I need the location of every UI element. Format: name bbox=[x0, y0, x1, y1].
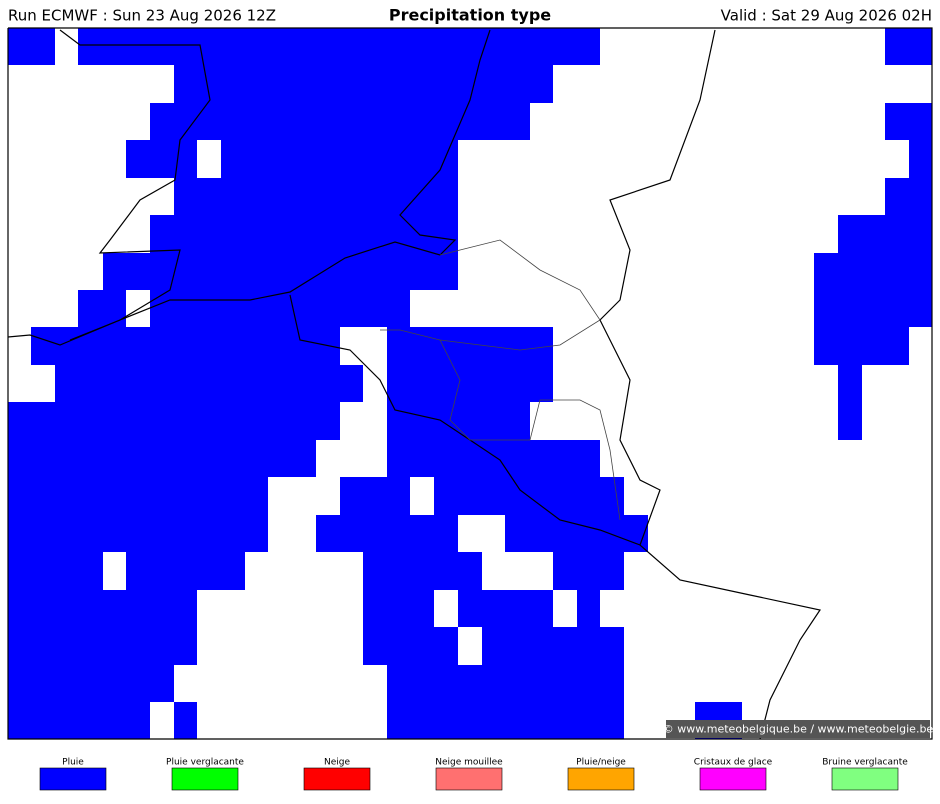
map: © www.meteobelgique.be / www.meteobelgie… bbox=[7, 27, 934, 740]
precipitation-cells bbox=[8, 28, 932, 739]
legend-label: Pluie bbox=[62, 758, 84, 768]
legend-label: Cristaux de glace bbox=[694, 758, 773, 768]
uk-coast bbox=[59, 29, 211, 341]
credit: © www.meteobelgique.be / www.meteobelgie… bbox=[663, 723, 934, 736]
legend-swatch bbox=[699, 767, 767, 791]
run-label: Run ECMWF : Sun 23 Aug 2026 12Z bbox=[8, 7, 276, 25]
legend-swatch bbox=[567, 767, 635, 791]
legend-label: Neige mouillee bbox=[435, 758, 503, 768]
legend-label: Bruine verglacante bbox=[822, 758, 908, 768]
germany-border bbox=[599, 29, 716, 546]
legend-label: Neige bbox=[324, 758, 350, 768]
legend-swatch bbox=[39, 767, 107, 791]
region-border bbox=[439, 339, 621, 521]
legend-label: Pluie verglacante bbox=[166, 758, 244, 768]
frame bbox=[7, 27, 933, 740]
legend-swatch bbox=[831, 767, 899, 791]
legend-swatch bbox=[303, 767, 371, 791]
legend-swatch bbox=[171, 767, 239, 791]
credit-box bbox=[666, 720, 930, 738]
region-border bbox=[380, 239, 601, 351]
france-belgium-border bbox=[289, 294, 821, 740]
legend-swatch bbox=[435, 767, 503, 791]
map-title: Precipitation type bbox=[389, 6, 551, 25]
legend-label: Pluie/neige bbox=[576, 758, 626, 768]
valid-label: Valid : Sat 29 Aug 2026 02H bbox=[721, 7, 932, 25]
legend: Pluie Pluie verglacante Neige Neige mouille… bbox=[39, 758, 908, 791]
